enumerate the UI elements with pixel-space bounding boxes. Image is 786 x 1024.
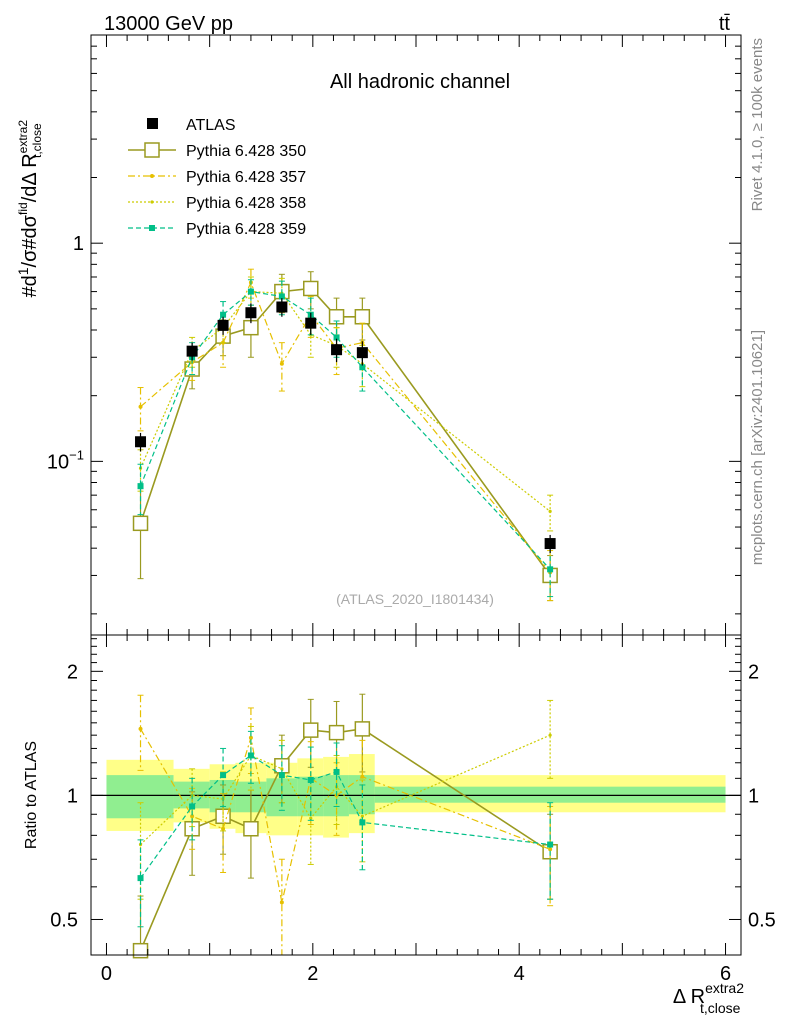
legend-symbol-p357 (150, 174, 154, 178)
analysis-watermark: (ATLAS_2020_I1801434) (336, 591, 494, 607)
process-label: tt̄ (719, 13, 731, 35)
main-line-p357 (140, 281, 551, 573)
ratio-y-axis-label: Ratio to ATLAS (23, 741, 40, 849)
ratio-point-p359 (220, 772, 227, 779)
main-series-p359 (137, 279, 554, 598)
main-point-atlas (331, 344, 343, 356)
ratio-ytick-label-right: 1 (748, 785, 759, 807)
ratio-point-p359 (359, 819, 366, 826)
main-point-p359 (278, 293, 285, 300)
ratio-point-p350 (354, 721, 371, 737)
ratio-point-p350 (303, 722, 319, 738)
main-point-p359 (220, 311, 227, 318)
mcplots-label: mcplots.cern.ch [arXiv:2401.10621] (749, 330, 766, 565)
ratio-ytick-label-left: 0.5 (50, 909, 78, 931)
ratio-point-p359 (189, 803, 196, 810)
main-point-atlas (305, 317, 317, 329)
legend-label-p357: Pythia 6.428 357 (186, 169, 306, 186)
main-point-p359 (247, 288, 254, 295)
main-y-axis-label: #d1/σ#dσfid/dΔ Rextra2t,close (15, 120, 44, 298)
main-ytick-label: 10−1 (47, 447, 84, 473)
main-point-atlas (186, 345, 198, 357)
rivet-label: Rivet 4.1.0, ≥ 100k events (749, 38, 766, 211)
legend-symbol-p359 (149, 225, 155, 231)
x-axis-label-text: Δ Rextra2 t,close (673, 980, 744, 1016)
main-point-p359 (547, 566, 554, 573)
main-point-atlas (217, 319, 229, 331)
ratio-point-p358 (309, 816, 313, 820)
main-series-p350 (132, 271, 558, 602)
main-point-atlas (276, 301, 288, 313)
main-point-p350 (354, 309, 371, 325)
main-series-atlas (135, 298, 556, 554)
ratio-xtick-label: 6 (720, 963, 731, 985)
ratio-point-p350 (132, 942, 149, 959)
energy-label: 13000 GeV pp (104, 13, 233, 35)
ratio-band-inner (374, 786, 726, 803)
main-point-atlas (356, 347, 368, 359)
main-series-p357 (137, 268, 554, 602)
main-point-p357 (279, 361, 284, 366)
ratio-ytick-label-left: 1 (67, 785, 78, 807)
main-point-p357 (138, 404, 143, 409)
main-point-p358 (548, 509, 552, 513)
ratio-point-p357 (548, 847, 553, 852)
ratio-xtick-label: 4 (514, 963, 525, 985)
ratio-point-p359 (247, 752, 254, 759)
legend-symbol-atlas (147, 118, 158, 129)
legend-symbol-p350 (144, 142, 160, 158)
ratio-point-p357 (360, 774, 365, 779)
main-point-p350 (132, 515, 149, 532)
ratio-point-p358 (360, 814, 364, 818)
ratio-panel: 0.5 0.5 1 1 2 2 0 2 4 6 Ratio to ATLAS (23, 634, 776, 985)
legend: ATLAS Pythia 6.428 350 Pythia 6.428 357 … (128, 117, 306, 238)
ratio-xtick-label: 0 (101, 963, 112, 985)
main-point-p350 (303, 280, 319, 297)
main-point-p359 (137, 483, 144, 490)
legend-label-p350: Pythia 6.428 350 (186, 143, 306, 160)
main-point-atlas (544, 538, 556, 550)
ratio-point-p359 (547, 841, 554, 848)
x-axis-label: Δ Rextra2 t,close (673, 980, 744, 1016)
ratio-ytick-label-right: 2 (748, 661, 759, 683)
main-point-atlas (135, 436, 147, 448)
ratio-point-p359 (137, 875, 144, 882)
ratio-series-p359 (137, 730, 554, 928)
main-line-p359 (139, 290, 551, 570)
main-panel: 10−1 1 All hadronic channel (ATLAS_2020_I… (15, 34, 742, 636)
main-point-atlas (245, 307, 257, 319)
main-ytick-label-exp: −1 (69, 447, 84, 462)
ratio-point-p350 (328, 724, 345, 741)
ratio-point-p359 (307, 776, 314, 783)
main-line-p350 (139, 287, 551, 576)
ratio-point-p357 (248, 735, 253, 740)
ratio-point-p357 (138, 726, 143, 731)
ratio-ytick-label-left: 2 (67, 661, 78, 683)
ratio-point-p357 (279, 900, 284, 905)
main-point-p359 (359, 364, 366, 371)
main-point-p359 (333, 334, 340, 341)
ratio-xtick-label: 2 (307, 963, 318, 985)
ratio-point-p358 (280, 767, 284, 771)
ratio-ytick-label-right: 0.5 (748, 909, 776, 931)
ratio-point-p350 (243, 821, 259, 837)
legend-symbol-p358 (150, 200, 154, 204)
legend-label-p358: Pythia 6.428 358 (186, 195, 306, 212)
legend-label-atlas: ATLAS (186, 117, 236, 134)
main-title: All hadronic channel (330, 71, 510, 93)
ratio-point-p358 (548, 733, 552, 737)
ratio-point-p357 (190, 814, 195, 819)
main-y-axis-label-text: #d1/σ#dσfid/dΔ Rextra2t,close (15, 120, 44, 298)
main-line-p358 (139, 290, 551, 512)
ratio-point-p359 (333, 768, 340, 775)
main-ytick-label: 1 (73, 233, 84, 255)
legend-label-p359: Pythia 6.428 359 (186, 221, 306, 238)
ratio-point-p359 (278, 772, 285, 779)
